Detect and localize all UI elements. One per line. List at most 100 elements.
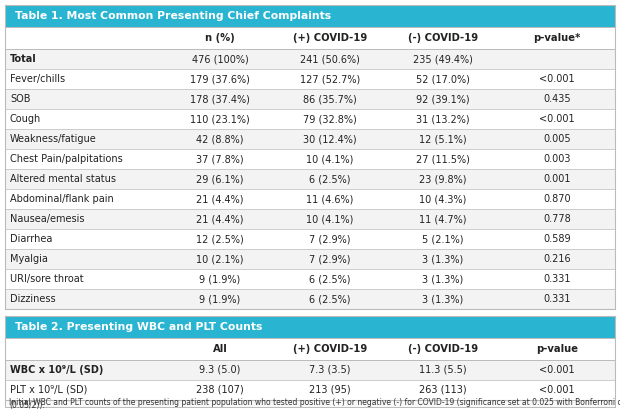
- Text: 127 (52.7%): 127 (52.7%): [299, 74, 360, 84]
- Text: 21 (4.4%): 21 (4.4%): [197, 194, 244, 204]
- Text: 11.3 (5.5): 11.3 (5.5): [419, 365, 466, 375]
- Text: 9 (1.9%): 9 (1.9%): [200, 294, 241, 304]
- Text: 3 (1.3%): 3 (1.3%): [422, 274, 463, 284]
- Text: Initial WBC and PLT counts of the presenting patient population who tested posit: Initial WBC and PLT counts of the presen…: [9, 398, 620, 407]
- Text: URI/sore throat: URI/sore throat: [10, 274, 84, 284]
- Text: 21 (4.4%): 21 (4.4%): [197, 214, 244, 224]
- Text: 0.003: 0.003: [543, 154, 571, 164]
- Bar: [5, 149, 615, 169]
- Text: Fever/chills: Fever/chills: [10, 74, 65, 84]
- Text: Cough: Cough: [10, 114, 42, 124]
- Text: 263 (113): 263 (113): [419, 385, 466, 395]
- Bar: [5, 269, 615, 289]
- Text: 7 (2.9%): 7 (2.9%): [309, 254, 350, 264]
- Text: 27 (11.5%): 27 (11.5%): [416, 154, 469, 164]
- Text: Chest Pain/palpitations: Chest Pain/palpitations: [10, 154, 123, 164]
- Text: 7 (2.9%): 7 (2.9%): [309, 234, 350, 244]
- Text: <0.001: <0.001: [539, 385, 575, 395]
- Bar: [5, 360, 615, 380]
- Text: 6 (2.5%): 6 (2.5%): [309, 174, 350, 184]
- Text: 0.778: 0.778: [543, 214, 571, 224]
- Text: 10 (2.1%): 10 (2.1%): [197, 254, 244, 264]
- Text: n (%): n (%): [205, 33, 235, 43]
- Bar: [5, 27, 615, 49]
- Text: 12 (5.1%): 12 (5.1%): [419, 134, 466, 144]
- Text: Abdominal/flank pain: Abdominal/flank pain: [10, 194, 113, 204]
- Text: Nausea/emesis: Nausea/emesis: [10, 214, 84, 224]
- Bar: [5, 109, 615, 129]
- Text: 179 (37.6%): 179 (37.6%): [190, 74, 250, 84]
- Text: 5 (2.1%): 5 (2.1%): [422, 234, 463, 244]
- Text: p-value*: p-value*: [533, 33, 581, 43]
- Text: 0.005: 0.005: [543, 134, 571, 144]
- Text: (-) COVID-19: (-) COVID-19: [407, 33, 478, 43]
- Text: 9.3 (5.0): 9.3 (5.0): [200, 365, 241, 375]
- Bar: [5, 129, 615, 149]
- Text: 92 (39.1%): 92 (39.1%): [416, 94, 469, 104]
- Text: 0.870: 0.870: [543, 194, 571, 204]
- Text: 29 (6.1%): 29 (6.1%): [197, 174, 244, 184]
- Text: 10 (4.3%): 10 (4.3%): [419, 194, 466, 204]
- Bar: [5, 189, 615, 209]
- Text: All: All: [213, 344, 228, 354]
- Text: 6 (2.5%): 6 (2.5%): [309, 294, 350, 304]
- Text: 30 (12.4%): 30 (12.4%): [303, 134, 356, 144]
- Text: Altered mental status: Altered mental status: [10, 174, 116, 184]
- Bar: [5, 69, 615, 89]
- Text: 0.331: 0.331: [543, 294, 571, 304]
- Text: 79 (32.8%): 79 (32.8%): [303, 114, 356, 124]
- Text: <0.001: <0.001: [539, 365, 575, 375]
- Bar: [5, 380, 615, 400]
- Text: SOB: SOB: [10, 94, 30, 104]
- Text: 23 (9.8%): 23 (9.8%): [419, 174, 466, 184]
- Text: 31 (13.2%): 31 (13.2%): [416, 114, 469, 124]
- Text: 7.3 (3.5): 7.3 (3.5): [309, 365, 350, 375]
- Text: 6 (2.5%): 6 (2.5%): [309, 274, 350, 284]
- Text: 37 (7.8%): 37 (7.8%): [196, 154, 244, 164]
- Text: (-) COVID-19: (-) COVID-19: [407, 344, 478, 354]
- Text: WBC x 10⁹/L (SD): WBC x 10⁹/L (SD): [10, 365, 104, 375]
- Text: 3 (1.3%): 3 (1.3%): [422, 294, 463, 304]
- Text: 213 (95): 213 (95): [309, 385, 351, 395]
- Bar: [5, 400, 615, 407]
- Text: 235 (49.4%): 235 (49.4%): [413, 54, 472, 64]
- Text: 86 (35.7%): 86 (35.7%): [303, 94, 356, 104]
- Bar: [5, 5, 615, 27]
- Text: 10 (4.1%): 10 (4.1%): [306, 154, 353, 164]
- Text: Diarrhea: Diarrhea: [10, 234, 52, 244]
- Text: Table 2. Presenting WBC and PLT Counts: Table 2. Presenting WBC and PLT Counts: [15, 322, 262, 332]
- Text: 0.331: 0.331: [543, 274, 571, 284]
- Bar: [5, 49, 615, 69]
- Text: 0.589: 0.589: [543, 234, 571, 244]
- Text: Total: Total: [10, 54, 37, 64]
- Text: <0.001: <0.001: [539, 74, 575, 84]
- Text: 12 (2.5%): 12 (2.5%): [196, 234, 244, 244]
- Bar: [5, 229, 615, 249]
- Text: 0.216: 0.216: [543, 254, 571, 264]
- Text: <0.001: <0.001: [539, 114, 575, 124]
- Text: 0.435: 0.435: [543, 94, 571, 104]
- Text: (+) COVID-19: (+) COVID-19: [293, 33, 367, 43]
- Text: 11 (4.7%): 11 (4.7%): [419, 214, 466, 224]
- Text: 42 (8.8%): 42 (8.8%): [197, 134, 244, 144]
- Bar: [5, 338, 615, 360]
- Text: 0.001: 0.001: [543, 174, 571, 184]
- Text: Myalgia: Myalgia: [10, 254, 48, 264]
- Bar: [5, 249, 615, 269]
- Text: 52 (17.0%): 52 (17.0%): [416, 74, 469, 84]
- Bar: [5, 209, 615, 229]
- Text: 110 (23.1%): 110 (23.1%): [190, 114, 250, 124]
- Text: 3 (1.3%): 3 (1.3%): [422, 254, 463, 264]
- Text: 10 (4.1%): 10 (4.1%): [306, 214, 353, 224]
- Text: (+) COVID-19: (+) COVID-19: [293, 344, 367, 354]
- Text: 178 (37.4%): 178 (37.4%): [190, 94, 250, 104]
- Text: Weakness/fatigue: Weakness/fatigue: [10, 134, 97, 144]
- Bar: [5, 289, 615, 309]
- Text: 476 (100%): 476 (100%): [192, 54, 249, 64]
- Text: 11 (4.6%): 11 (4.6%): [306, 194, 353, 204]
- Text: p-value: p-value: [536, 344, 578, 354]
- Text: Dizziness: Dizziness: [10, 294, 56, 304]
- Bar: [5, 89, 615, 109]
- Text: 238 (107): 238 (107): [196, 385, 244, 395]
- Bar: [5, 169, 615, 189]
